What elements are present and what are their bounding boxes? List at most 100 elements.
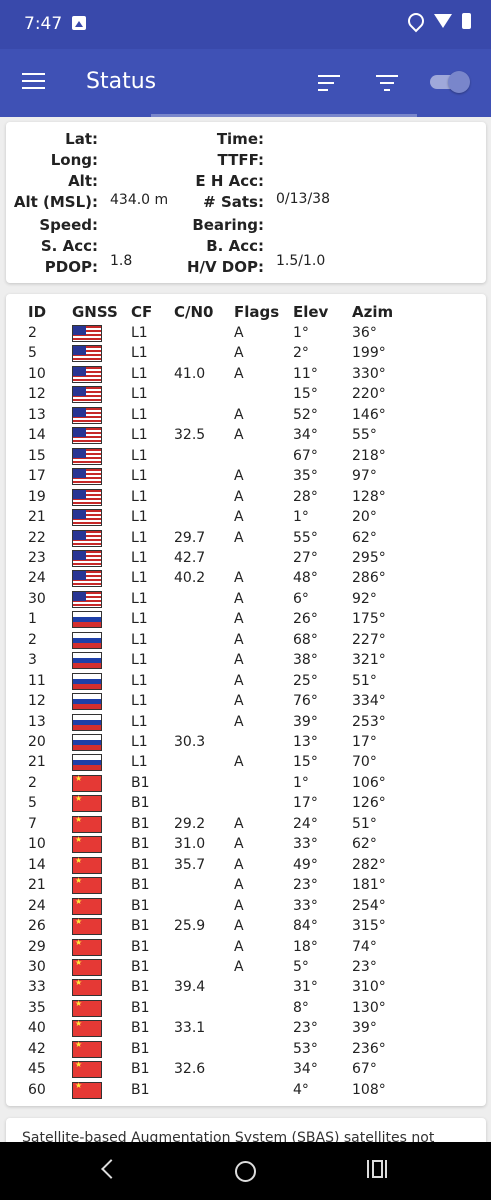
cell-cf: L1 <box>131 447 148 464</box>
cell-flags: A <box>234 427 244 444</box>
cell-elev: 38° <box>293 652 318 669</box>
speed-label: Speed: <box>39 216 98 234</box>
cell-cf: B1 <box>131 979 150 996</box>
cell-azim: 236° <box>352 1040 386 1057</box>
cell-cf: L1 <box>131 652 148 669</box>
image-icon <box>72 16 86 30</box>
cell-elev: 34° <box>293 1061 318 1078</box>
cell-id: 26 <box>28 918 46 935</box>
russia-flag-icon <box>72 734 102 751</box>
cell-cf: B1 <box>131 1040 150 1057</box>
cell-azim: 175° <box>352 611 386 628</box>
cell-cf: L1 <box>131 488 148 505</box>
cell-azim: 146° <box>352 406 386 423</box>
china-flag-icon <box>72 897 102 915</box>
usa-flag-icon <box>72 529 102 547</box>
toggle-switch[interactable] <box>430 71 470 93</box>
china-flag-icon <box>72 815 102 833</box>
cell-azim: 199° <box>352 345 386 362</box>
cell-cf: L1 <box>131 345 148 362</box>
b-acc-label: B. Acc: <box>206 237 264 255</box>
bearing-label: Bearing: <box>192 216 264 234</box>
cell-cn0: 41.0 <box>174 365 206 382</box>
cell-cf: B1 <box>131 958 150 975</box>
sats-label: # Sats: <box>203 193 264 211</box>
col-header-azim: Azim <box>352 303 394 321</box>
pdop-label: PDOP: <box>44 258 98 276</box>
table-row: 40 B1 33.1 23° 39° <box>6 1018 486 1038</box>
usa-flag-icon <box>72 406 102 424</box>
cell-cn0: 32.6 <box>174 1061 206 1078</box>
cell-azim: 321° <box>352 652 386 669</box>
cell-azim: 334° <box>352 693 386 710</box>
cell-id: 14 <box>28 856 46 873</box>
cell-cn0: 40.2 <box>174 570 206 587</box>
cell-flags: A <box>234 897 244 914</box>
table-row: 24 B1 A 33° 254° <box>6 896 486 916</box>
alt-msl-value: 434.0 m <box>110 192 169 208</box>
home-icon[interactable] <box>235 1161 256 1182</box>
cell-azim: 130° <box>352 999 386 1016</box>
cell-flags: A <box>234 693 244 710</box>
cell-cf: B1 <box>131 774 150 791</box>
cell-cf: B1 <box>131 1061 150 1078</box>
table-row: 14 B1 35.7 A 49° 282° <box>6 855 486 875</box>
cell-elev: 31° <box>293 979 318 996</box>
cell-cf: L1 <box>131 529 148 546</box>
wifi-icon <box>434 14 452 28</box>
cell-azim: 218° <box>352 447 386 464</box>
recents-icon[interactable] <box>367 1160 387 1178</box>
cell-azim: 220° <box>352 386 386 403</box>
sort-icon[interactable] <box>318 75 340 96</box>
cell-cf: B1 <box>131 815 150 832</box>
cell-flags: A <box>234 672 244 689</box>
cell-id: 15 <box>28 447 46 464</box>
cell-elev: 23° <box>293 877 318 894</box>
cell-cn0: 30.3 <box>174 734 206 750</box>
cell-cf: L1 <box>131 509 148 526</box>
cell-azim: 23° <box>352 958 377 975</box>
cell-id: 23 <box>28 549 46 566</box>
cell-elev: 18° <box>293 938 318 955</box>
cell-cn0: 29.7 <box>174 529 206 546</box>
cell-id: 12 <box>28 693 46 710</box>
cell-id: 5 <box>28 345 37 362</box>
cell-id: 17 <box>28 468 46 485</box>
cell-azim: 70° <box>352 754 377 771</box>
cell-azim: 181° <box>352 877 386 894</box>
cell-elev: 76° <box>293 693 318 710</box>
china-flag-icon <box>72 794 102 813</box>
cell-azim: 51° <box>352 672 377 689</box>
table-row: 7 B1 29.2 A 24° 51° <box>6 814 486 834</box>
table-row: 45 B1 32.6 34° 67° <box>6 1059 486 1079</box>
cell-elev: 67° <box>293 447 318 464</box>
table-row: 23 L1 42.7 27° 295° <box>6 548 486 568</box>
cell-id: 14 <box>28 427 46 444</box>
time-label: Time: <box>216 130 264 148</box>
usa-flag-icon <box>72 468 102 486</box>
filter-icon[interactable] <box>376 75 398 96</box>
cell-flags: A <box>234 652 244 669</box>
cell-cf: B1 <box>131 1081 150 1098</box>
table-row: 42 B1 53° 236° <box>6 1039 486 1059</box>
menu-icon[interactable] <box>22 73 45 91</box>
cell-id: 33 <box>28 979 46 996</box>
cell-id: 2 <box>28 774 37 791</box>
cell-flags: A <box>234 836 244 853</box>
satellite-table-card: ID GNSS CF C/N0 Flags Elev Azim 2 L1 A 1° 36… <box>6 294 486 1106</box>
cell-elev: 24° <box>293 815 318 832</box>
china-flag-icon <box>72 1081 102 1099</box>
status-bar: 7:47 <box>0 0 491 49</box>
table-row: 3 L1 A 38° 321° <box>6 650 486 670</box>
table-row: 11 L1 A 25° 51° <box>6 671 486 691</box>
status-icons <box>404 9 471 33</box>
cell-cf: L1 <box>131 631 148 648</box>
cell-cf: B1 <box>131 918 150 935</box>
cell-elev: 49° <box>293 856 318 873</box>
cell-flags: A <box>234 856 244 873</box>
back-icon[interactable] <box>101 1159 121 1179</box>
s-acc-label: S. Acc: <box>40 237 98 255</box>
cell-id: 29 <box>28 938 46 955</box>
usa-flag-icon <box>72 325 102 342</box>
table-row: 21 B1 A 23° 181° <box>6 875 486 895</box>
